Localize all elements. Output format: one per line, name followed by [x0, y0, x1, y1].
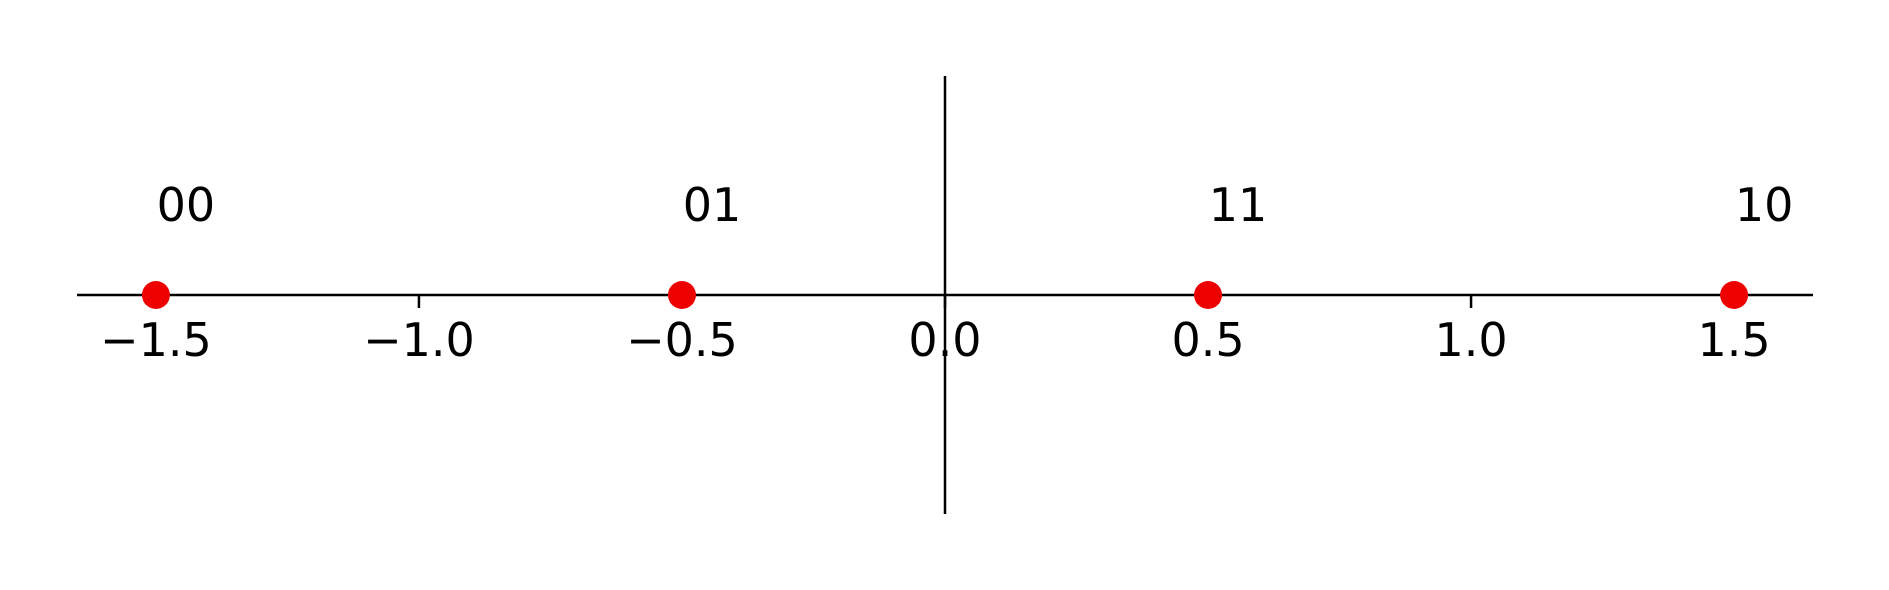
data-points: 00 01 11 10 — [141, 178, 1794, 309]
x-tick-label: 1.0 — [1434, 313, 1507, 367]
x-tick-label: 1.5 — [1698, 313, 1771, 367]
data-point-label: 01 — [683, 178, 742, 232]
data-point — [1720, 281, 1749, 309]
x-ticks: −1.5 −1.0 −0.5 0.0 0.5 1.0 1.5 — [100, 295, 1771, 367]
x-tick-label: −1.5 — [100, 313, 212, 367]
data-point — [667, 281, 696, 309]
data-point-label: 11 — [1209, 178, 1268, 232]
data-point-label: 00 — [157, 178, 216, 232]
data-point — [1194, 281, 1223, 309]
data-point — [141, 281, 170, 309]
x-tick-label: 0.0 — [908, 313, 981, 367]
x-tick-label: 0.5 — [1171, 313, 1244, 367]
data-point-label: 10 — [1735, 178, 1794, 232]
x-tick-label: −0.5 — [626, 313, 738, 367]
x-tick-label: −1.0 — [363, 313, 475, 367]
